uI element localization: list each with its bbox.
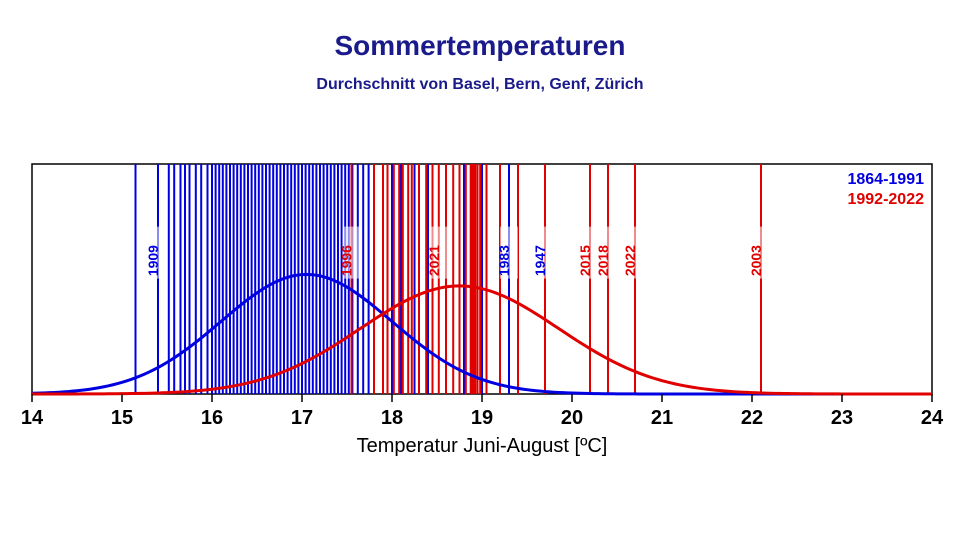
x-tick-label: 18	[381, 407, 403, 429]
x-tick-label: 14	[21, 407, 44, 429]
x-axis-label: Temperatur Juni-August [ºC]	[357, 435, 608, 457]
year-label-series-b: 2022	[622, 245, 638, 276]
x-tick-label: 21	[651, 407, 673, 429]
x-tick-label: 22	[741, 407, 763, 429]
year-label-series-a: 1909	[145, 245, 161, 276]
year-label-series-b: 2018	[595, 245, 611, 276]
chart-svg: 1415161718192021222324Temperatur Juni-Au…	[0, 94, 960, 514]
x-tick-label: 15	[111, 407, 133, 429]
chart-title: Sommertemperaturen	[0, 0, 960, 62]
x-tick-label: 24	[921, 407, 944, 429]
year-label-series-a: 1947	[532, 245, 548, 276]
x-tick-label: 20	[561, 407, 583, 429]
chart-area: 1415161718192021222324Temperatur Juni-Au…	[0, 94, 960, 514]
year-label-series-b: 2015	[577, 245, 593, 276]
chart-subtitle: Durchschnitt von Basel, Bern, Genf, Züri…	[0, 62, 960, 94]
year-label-series-b: 2021	[426, 245, 442, 276]
legend-series-b: 1992-2022	[847, 191, 924, 208]
year-label-series-a: 1983	[496, 245, 512, 276]
year-label-series-b: 1996	[339, 245, 355, 276]
x-tick-label: 23	[831, 407, 853, 429]
legend-series-a: 1864-1991	[847, 171, 924, 188]
x-tick-label: 19	[471, 407, 493, 429]
x-tick-label: 17	[291, 407, 313, 429]
x-tick-label: 16	[201, 407, 223, 429]
year-label-series-b: 2003	[748, 245, 764, 276]
